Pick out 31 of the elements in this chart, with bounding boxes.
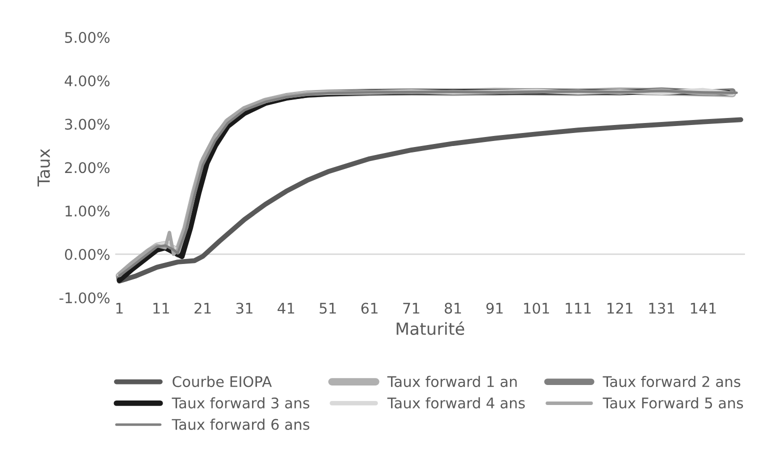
x-tick-label: 91 [486, 302, 503, 314]
x-tick-label: 61 [361, 302, 378, 314]
x-tick-label: 101 [524, 302, 549, 314]
x-tick-label: 31 [236, 302, 252, 314]
legend-label: Taux Forward 5 ans [602, 397, 744, 409]
legend-label: Taux forward 4 ans [387, 397, 525, 409]
y-tick-label: 3.00% [65, 118, 110, 130]
x-tick-label: 51 [320, 302, 336, 314]
x-axis-title: Maturité [396, 321, 464, 336]
y-tick-label: 0.00% [64, 248, 110, 260]
y-tick-label: 2.00% [65, 162, 110, 174]
x-tick-label: 41 [278, 302, 294, 314]
y-tick-label: 5.00% [65, 32, 110, 43]
y-tick-label: 1.00% [66, 206, 110, 217]
x-tick-label: 21 [194, 302, 211, 314]
y-tick-label: -1.00% [59, 292, 110, 304]
x-tick-label: 111 [566, 302, 591, 314]
legend-label: Taux forward 1 an [387, 376, 517, 388]
x-tick-label: 131 [649, 302, 674, 314]
x-tick-label: 11 [153, 302, 170, 314]
legend-label: Taux forward 3 ans [172, 397, 310, 409]
legend-label: Taux forward 6 ans [172, 418, 310, 430]
y-tick-label: 4.00% [64, 75, 110, 86]
x-tick-label: 71 [403, 302, 420, 314]
legend-label: Courbe EIOPA [172, 376, 272, 388]
x-tick-label: 141 [690, 302, 716, 314]
x-tick-label: 121 [608, 302, 632, 314]
x-tick-label: 1 [116, 302, 123, 314]
legend-label: Taux forward 2 ans [602, 376, 740, 388]
x-tick-label: 81 [444, 302, 461, 314]
y-axis-title: Taux [38, 148, 50, 186]
